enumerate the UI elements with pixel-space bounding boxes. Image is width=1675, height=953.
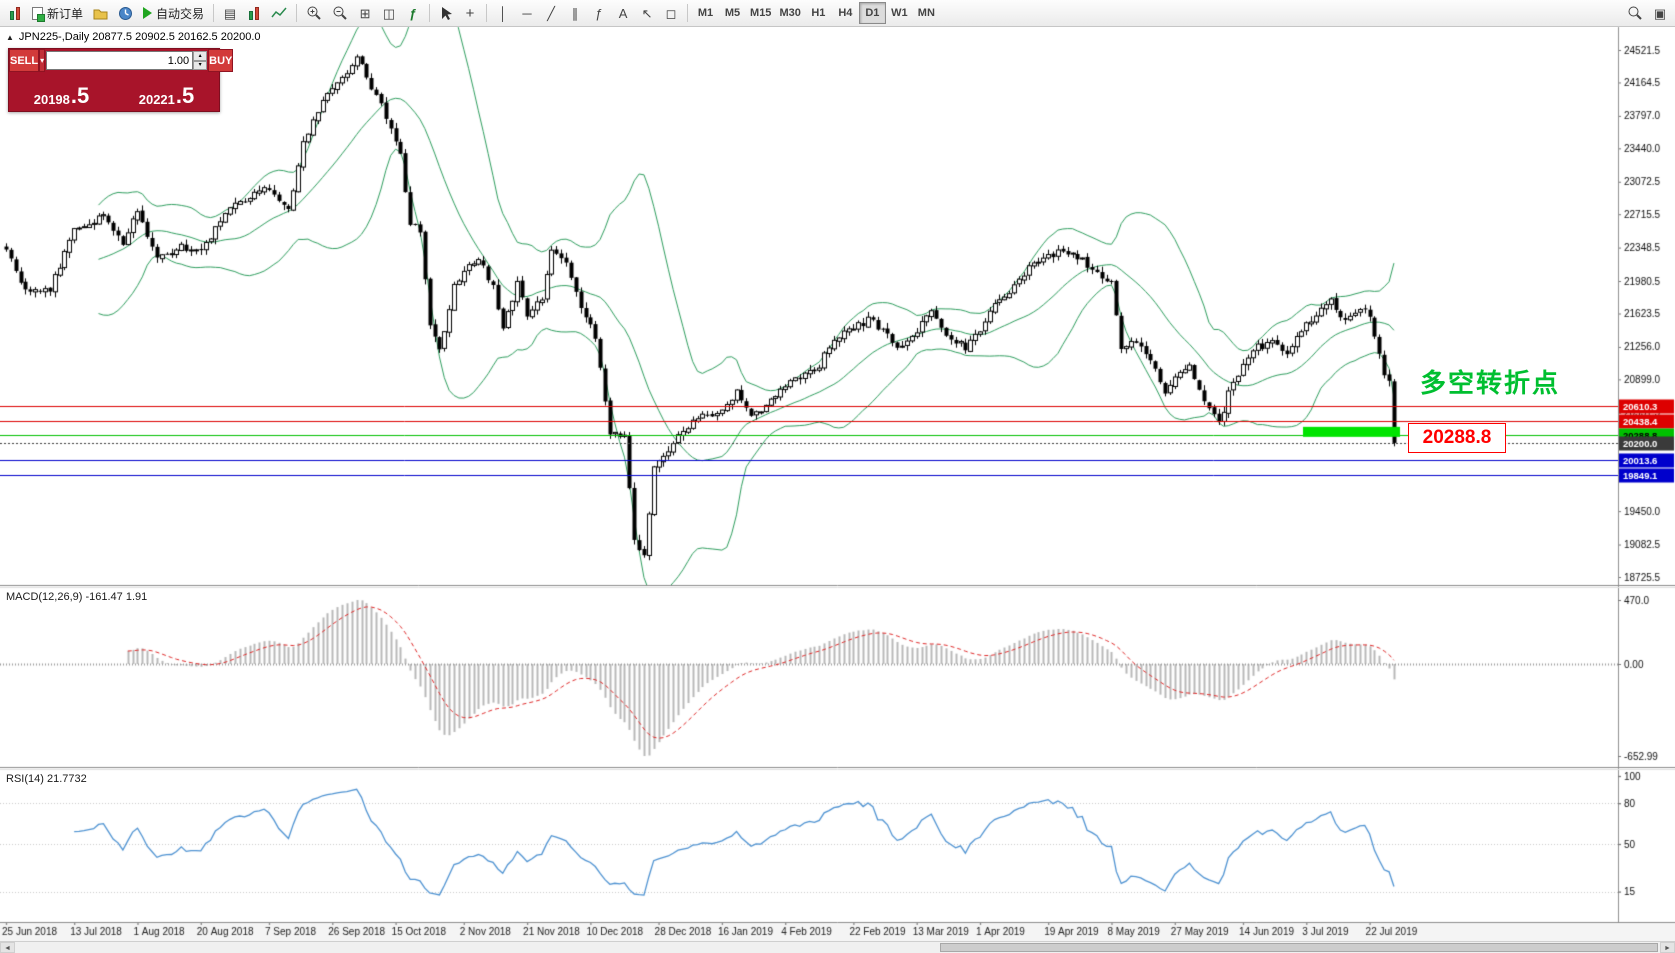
indicators-button[interactable]: ƒ: [401, 2, 425, 24]
window-layout-icon: ▣: [1653, 5, 1667, 21]
autotrading-button[interactable]: 自动交易: [138, 2, 209, 24]
sell-price-main: 20198: [33, 92, 70, 107]
shapes-tool-button[interactable]: ◻: [659, 2, 683, 24]
autotrading-label: 自动交易: [156, 6, 205, 21]
toolbar-separator: [486, 4, 488, 22]
main-toolbar: 新订单 自动交易 ▤ ⊞ ◫ ƒ +: [0, 0, 1675, 27]
buy-price-main: 20221: [138, 92, 175, 107]
scrollbar-thumb[interactable]: [940, 943, 1658, 952]
timeframe-w1-button[interactable]: W1: [886, 2, 913, 24]
new-order-icon: [32, 6, 45, 22]
timeframe-h1-button[interactable]: H1: [805, 2, 832, 24]
toolbar-separator: [687, 4, 689, 22]
tile-windows-icon: ◫: [382, 5, 396, 21]
volume-input[interactable]: [46, 51, 194, 70]
horizontal-line-icon: ─: [522, 5, 532, 21]
toolbar-separator: [213, 4, 215, 22]
market-watch-icon: [119, 6, 133, 20]
scroll-right-button[interactable]: ►: [1660, 942, 1675, 953]
toolbar-right-group: ▣: [1622, 2, 1672, 24]
candlestick-icon: [249, 6, 260, 20]
rsi-indicator-label: RSI(14) 21.7732: [6, 773, 87, 785]
buy-price[interactable]: 20221.5: [114, 72, 219, 111]
buy-button[interactable]: BUY: [208, 49, 234, 72]
shapes-icon: ◻: [665, 5, 677, 21]
volume-down-button[interactable]: ▾: [193, 60, 208, 70]
crosshair-button[interactable]: +: [458, 2, 482, 24]
grid-icon: ⊞: [359, 5, 371, 21]
cursor-icon: [442, 6, 453, 20]
sell-price-frac: .5: [70, 83, 90, 108]
line-chart-icon: [271, 7, 287, 18]
arrow-tool-button[interactable]: ↖: [635, 2, 659, 24]
timeframe-m15-button[interactable]: M15: [746, 2, 775, 24]
volume-spinner: ▴ ▾: [193, 51, 208, 70]
sell-price[interactable]: 20198.5: [9, 72, 114, 111]
fibonacci-tool-button[interactable]: ƒ: [587, 2, 611, 24]
new-order-button[interactable]: 新订单: [27, 2, 88, 24]
collapse-icon: ▲: [6, 32, 14, 42]
horizontal-scrollbar[interactable]: ◄ ►: [0, 941, 1675, 953]
sell-button[interactable]: SELL: [9, 49, 40, 72]
timeframe-m30-button[interactable]: M30: [775, 2, 804, 24]
arrow-tool-icon: ↖: [641, 5, 653, 21]
one-click-trading-panel: SELL ▾ ▴ ▾ BUY 20198.5 20221.5: [8, 48, 234, 112]
volume-field-wrap: ▴ ▾: [45, 49, 209, 72]
search-button[interactable]: [1622, 2, 1648, 24]
crosshair-icon: +: [465, 4, 475, 22]
bar-chart-type-button[interactable]: ▤: [218, 2, 242, 24]
toolbar-separator: [429, 4, 431, 22]
fibonacci-icon: ƒ: [595, 5, 603, 21]
window-layout-button[interactable]: ▣: [1648, 2, 1672, 24]
timeframe-mn-button[interactable]: MN: [913, 2, 940, 24]
autotrading-play-icon: [143, 7, 153, 19]
turning-point-annotation[interactable]: 多空转折点: [1420, 368, 1561, 398]
indicators-icon: ƒ: [409, 5, 417, 21]
new-chart-button[interactable]: [3, 2, 27, 24]
text-tool-button[interactable]: A: [611, 2, 635, 24]
text-tool-icon: A: [618, 5, 628, 21]
timeframe-h4-button[interactable]: H4: [832, 2, 859, 24]
chart-header: ▲ JPN225-,Daily 20877.5 20902.5 20162.5 …: [6, 31, 261, 43]
cursor-button[interactable]: [434, 2, 458, 24]
horizontal-line-tool-button[interactable]: ─: [515, 2, 539, 24]
zoom-out-icon: [333, 6, 347, 20]
grid-button[interactable]: ⊞: [353, 2, 377, 24]
scroll-left-button[interactable]: ◄: [0, 942, 15, 953]
candlestick-type-button[interactable]: [242, 2, 266, 24]
macd-indicator-label: MACD(12,26,9) -161.47 1.91: [6, 591, 148, 603]
profiles-icon: [93, 9, 108, 19]
line-chart-type-button[interactable]: [266, 2, 292, 24]
zoom-in-button[interactable]: [301, 2, 327, 24]
trendline-tool-button[interactable]: ╱: [539, 2, 563, 24]
vertical-line-icon: │: [498, 5, 508, 21]
timeframe-d1-button[interactable]: D1: [858, 2, 886, 24]
bar-chart-icon: ▤: [223, 5, 237, 21]
volume-up-button[interactable]: ▴: [193, 51, 208, 61]
order-settings-dropdown[interactable]: ▾: [39, 49, 46, 72]
channel-tool-button[interactable]: ∥: [563, 2, 587, 24]
new-order-label: 新订单: [47, 6, 84, 21]
timeframe-m5-button[interactable]: M5: [719, 2, 746, 24]
price-callout-box[interactable]: 20288.8: [1408, 423, 1506, 453]
buy-price-frac: .5: [175, 83, 195, 108]
toolbar-separator: [296, 4, 298, 22]
vertical-line-tool-button[interactable]: │: [491, 2, 515, 24]
search-icon: [1628, 6, 1642, 20]
timeframe-m1-button[interactable]: M1: [692, 2, 719, 24]
new-chart-icon: [10, 6, 20, 20]
trendline-icon: ╱: [547, 5, 555, 21]
tile-windows-button[interactable]: ◫: [377, 2, 401, 24]
market-watch-button[interactable]: [113, 2, 138, 24]
zoom-out-button[interactable]: [327, 2, 353, 24]
zoom-in-icon: [307, 6, 321, 20]
chart-title-ohlc: JPN225-,Daily 20877.5 20902.5 20162.5 20…: [18, 31, 261, 43]
profiles-button[interactable]: [88, 2, 113, 24]
channel-icon: ∥: [571, 5, 579, 21]
